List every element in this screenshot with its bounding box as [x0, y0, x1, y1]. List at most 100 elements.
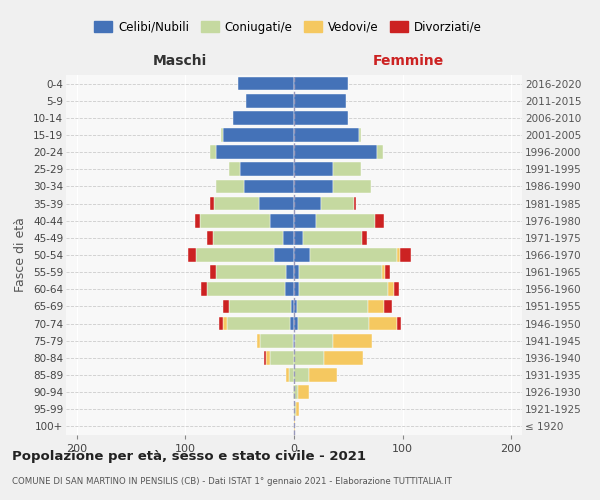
Bar [384, 300, 392, 314]
Bar [397, 316, 401, 330]
Bar [257, 334, 260, 347]
Bar [244, 180, 294, 194]
Bar [233, 111, 294, 124]
Bar [240, 162, 294, 176]
Bar [294, 300, 297, 314]
Bar [294, 420, 295, 434]
Bar [294, 266, 299, 279]
Bar [246, 94, 294, 108]
Bar [294, 128, 359, 142]
Bar [294, 146, 377, 159]
Bar [294, 351, 325, 364]
Y-axis label: Fasce di età: Fasce di età [14, 218, 28, 292]
Bar [316, 214, 376, 228]
Bar [299, 282, 388, 296]
Text: Maschi: Maschi [153, 54, 207, 68]
Text: Femmine: Femmine [373, 54, 443, 68]
Bar [214, 196, 259, 210]
Bar [196, 248, 274, 262]
Bar [290, 316, 294, 330]
Bar [294, 111, 348, 124]
Bar [295, 334, 333, 347]
Bar [200, 282, 207, 296]
Bar [294, 214, 316, 228]
Bar [294, 162, 333, 176]
Bar [200, 214, 270, 228]
Bar [294, 76, 348, 90]
Bar [294, 180, 333, 194]
Bar [211, 196, 214, 210]
Bar [368, 300, 384, 314]
Bar [362, 231, 367, 244]
Bar [216, 266, 286, 279]
Bar [294, 196, 321, 210]
Bar [283, 231, 294, 244]
Bar [289, 368, 294, 382]
Bar [259, 196, 294, 210]
Bar [223, 128, 294, 142]
Bar [266, 351, 270, 364]
Bar [286, 282, 294, 296]
Bar [299, 266, 382, 279]
Legend: Celibi/Nubili, Coniugati/e, Vedovi/e, Divorziati/e: Celibi/Nubili, Coniugati/e, Vedovi/e, Di… [89, 16, 487, 38]
Bar [394, 282, 400, 296]
Bar [310, 248, 397, 262]
Bar [333, 162, 361, 176]
Bar [298, 386, 309, 399]
Bar [397, 248, 400, 262]
Bar [286, 266, 294, 279]
Bar [263, 351, 266, 364]
Bar [297, 300, 368, 314]
Bar [294, 94, 346, 108]
Bar [294, 386, 298, 399]
Bar [260, 334, 293, 347]
Bar [188, 248, 196, 262]
Bar [223, 316, 227, 330]
Bar [354, 196, 356, 210]
Bar [321, 196, 354, 210]
Bar [211, 266, 216, 279]
Bar [270, 351, 294, 364]
Bar [294, 231, 302, 244]
Bar [294, 402, 296, 416]
Bar [238, 76, 294, 90]
Bar [333, 180, 371, 194]
Bar [221, 128, 223, 142]
Bar [377, 146, 383, 159]
Bar [216, 146, 294, 159]
Bar [296, 402, 299, 416]
Bar [309, 368, 337, 382]
Bar [229, 162, 240, 176]
Bar [286, 368, 289, 382]
Bar [382, 266, 385, 279]
Bar [219, 316, 223, 330]
Bar [229, 300, 291, 314]
Bar [212, 231, 283, 244]
Bar [294, 282, 299, 296]
Bar [294, 316, 298, 330]
Bar [376, 214, 384, 228]
Text: COMUNE DI SAN MARTINO IN PENSILIS (CB) - Dati ISTAT 1° gennaio 2021 - Elaborazio: COMUNE DI SAN MARTINO IN PENSILIS (CB) -… [12, 478, 452, 486]
Bar [207, 231, 212, 244]
Text: Popolazione per età, sesso e stato civile - 2021: Popolazione per età, sesso e stato civil… [12, 450, 366, 463]
Bar [227, 316, 290, 330]
Bar [211, 146, 216, 159]
Bar [294, 248, 310, 262]
Bar [294, 334, 295, 347]
Bar [298, 316, 369, 330]
Bar [270, 214, 294, 228]
Bar [293, 334, 294, 347]
Bar [388, 282, 394, 296]
Bar [291, 300, 294, 314]
Bar [325, 351, 364, 364]
Bar [359, 128, 361, 142]
Y-axis label: Anni di nascita: Anni di nascita [598, 209, 600, 301]
Bar [274, 248, 294, 262]
Bar [216, 180, 244, 194]
Bar [294, 368, 309, 382]
Bar [302, 231, 362, 244]
Bar [333, 334, 372, 347]
Bar [400, 248, 411, 262]
Bar [385, 266, 389, 279]
Bar [195, 214, 200, 228]
